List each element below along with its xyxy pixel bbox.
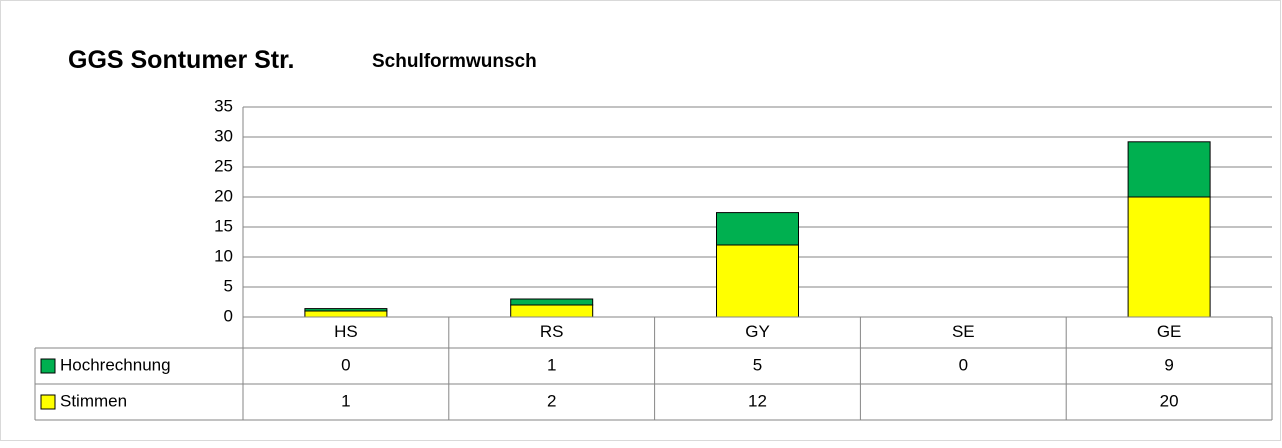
bar-segment: [510, 304, 594, 318]
x-tick-label: HS: [334, 322, 358, 341]
y-tick-label: 10: [214, 246, 233, 265]
x-tick-label: GY: [745, 322, 770, 341]
x-tick-label: SE: [952, 322, 975, 341]
table-value: 2: [547, 391, 556, 410]
y-tick-label: 15: [214, 216, 233, 235]
table-value: 5: [753, 355, 762, 374]
y-tick-label: 20: [214, 186, 233, 205]
y-tick-label: 5: [224, 276, 233, 295]
bar-segment: [1127, 196, 1211, 318]
legend-label: Stimmen: [60, 391, 127, 410]
legend-key: [40, 358, 56, 374]
chart-subtitle: Schulformwunsch: [372, 51, 537, 72]
x-tick-label: GE: [1157, 322, 1182, 341]
y-tick-label: 25: [214, 156, 233, 175]
table-value: 12: [748, 391, 767, 410]
table-value: 9: [1164, 355, 1173, 374]
bar-segment: [716, 212, 799, 246]
chart-title: GGS Sontumer Str.: [68, 46, 294, 74]
table-value: 20: [1160, 391, 1179, 410]
legend-label: Hochrechnung: [60, 355, 171, 374]
y-tick-label: 35: [214, 96, 233, 115]
table-value: 1: [547, 355, 556, 374]
bar-segment: [510, 298, 594, 306]
bar-segment: [304, 308, 388, 312]
x-tick-label: RS: [540, 322, 564, 341]
table-value: 0: [341, 355, 350, 374]
table-value: 0: [959, 355, 968, 374]
bar-segment: [716, 244, 799, 318]
y-tick-label: 30: [214, 126, 233, 145]
table-value: 1: [341, 391, 350, 410]
y-tick-label: 0: [224, 306, 233, 325]
bar-segment: [1127, 141, 1211, 198]
legend-key: [40, 394, 56, 410]
bar-segment: [304, 310, 388, 318]
